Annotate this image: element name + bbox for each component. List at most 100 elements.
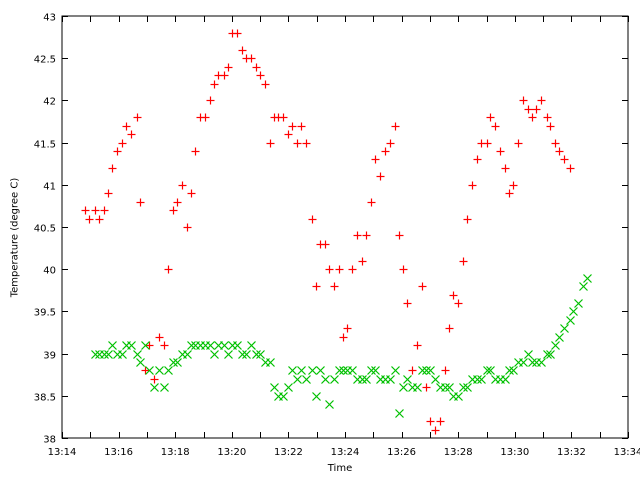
data-point-cross	[413, 383, 422, 392]
data-point-plus	[104, 189, 113, 198]
data-point-plus	[293, 139, 302, 148]
data-point-cross	[316, 366, 325, 375]
data-point-cross	[537, 358, 546, 367]
data-point-plus	[473, 155, 482, 164]
data-point-cross	[524, 350, 533, 359]
data-point-plus	[454, 299, 463, 308]
data-point-plus	[483, 139, 492, 148]
data-point-plus	[532, 105, 541, 114]
data-point-cross	[297, 366, 306, 375]
y-tick-label: 41.5	[34, 140, 56, 151]
data-point-plus	[348, 265, 357, 274]
data-point-plus	[252, 63, 261, 72]
data-point-plus	[122, 122, 131, 131]
data-point-plus	[118, 139, 127, 148]
data-point-cross	[238, 350, 247, 359]
data-point-plus	[178, 181, 187, 190]
data-point-plus	[459, 257, 468, 266]
y-tick-label: 41	[43, 182, 56, 193]
data-point-plus	[362, 231, 371, 240]
data-point-plus	[288, 122, 297, 131]
data-point-cross	[555, 333, 564, 342]
x-tick-label: 13:22	[274, 447, 303, 458]
data-point-cross	[519, 358, 528, 367]
data-point-plus	[160, 341, 169, 350]
data-point-plus	[133, 113, 142, 122]
data-point-plus	[514, 139, 523, 148]
y-tick-label: 40	[43, 266, 56, 277]
data-point-cross	[431, 375, 440, 384]
data-point-cross	[164, 366, 173, 375]
x-axis-label: Time	[327, 463, 353, 474]
data-point-cross	[288, 366, 297, 375]
data-point-cross	[348, 366, 357, 375]
data-point-plus	[386, 139, 395, 148]
data-point-plus	[220, 71, 229, 80]
y-tick-label: 39	[43, 351, 56, 362]
data-point-plus	[308, 215, 317, 224]
data-point-cross	[543, 350, 552, 359]
data-point-plus	[183, 223, 192, 232]
x-tick-label: 13:30	[500, 447, 529, 458]
data-point-plus	[486, 113, 495, 122]
data-point-plus	[155, 333, 164, 342]
data-point-plus	[247, 54, 256, 63]
data-point-cross	[145, 366, 154, 375]
data-point-plus	[546, 122, 555, 131]
data-point-plus	[426, 417, 435, 426]
data-point-cross	[187, 341, 196, 350]
data-point-cross	[150, 383, 159, 392]
data-point-plus	[312, 282, 321, 291]
data-point-cross	[546, 350, 555, 359]
data-point-plus	[403, 299, 412, 308]
data-point-cross	[104, 350, 113, 359]
data-point-cross	[210, 350, 219, 359]
data-point-plus	[95, 215, 104, 224]
data-point-cross	[371, 366, 380, 375]
data-point-plus	[528, 113, 537, 122]
data-point-cross	[321, 375, 330, 384]
data-point-cross	[312, 392, 321, 401]
y-tick-label: 38	[43, 435, 56, 446]
data-point-cross	[569, 307, 578, 316]
data-point-plus	[353, 231, 362, 240]
data-point-plus	[543, 113, 552, 122]
x-tick-label: 13:14	[48, 447, 77, 458]
data-point-plus	[555, 147, 564, 156]
data-point-plus	[201, 113, 210, 122]
x-tick-label: 13:26	[387, 447, 416, 458]
data-point-plus	[169, 206, 178, 215]
data-point-plus	[449, 291, 458, 300]
data-point-cross	[403, 375, 412, 384]
data-point-plus	[505, 189, 514, 198]
data-point-cross	[335, 366, 344, 375]
data-point-cross	[483, 366, 492, 375]
data-point-plus	[371, 155, 380, 164]
data-point-plus	[391, 122, 400, 131]
data-point-cross	[477, 375, 486, 384]
data-point-cross	[91, 350, 100, 359]
data-point-cross	[308, 366, 317, 375]
data-point-plus	[422, 383, 431, 392]
data-point-plus	[468, 181, 477, 190]
data-point-cross	[551, 341, 560, 350]
data-point-cross	[459, 383, 468, 392]
x-tick-label: 13:34	[614, 447, 640, 458]
data-point-plus	[136, 198, 145, 207]
y-tick-label: 42.5	[34, 55, 56, 66]
data-point-plus	[238, 46, 247, 55]
plot-frame	[61, 15, 629, 439]
data-point-plus	[501, 164, 510, 173]
data-point-cross	[220, 341, 229, 350]
data-point-cross	[160, 383, 169, 392]
data-point-plus	[413, 341, 422, 350]
data-point-cross	[463, 383, 472, 392]
data-point-cross	[173, 358, 182, 367]
data-point-cross	[247, 341, 256, 350]
data-point-cross	[386, 375, 395, 384]
data-point-plus	[335, 265, 344, 274]
y-tick-label: 38.5	[34, 393, 56, 404]
data-point-cross	[206, 341, 215, 350]
